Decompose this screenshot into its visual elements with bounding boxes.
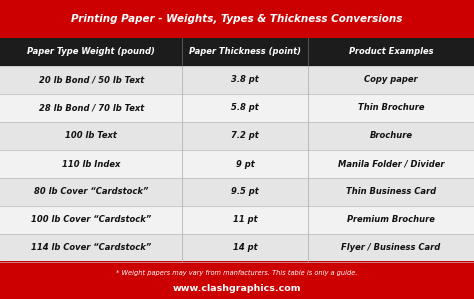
Bar: [0, 206, 474, 234]
Text: Premium Brochure: Premium Brochure: [347, 216, 435, 225]
Bar: [0, 150, 474, 178]
Text: 28 lb Bond / 70 lb Text: 28 lb Bond / 70 lb Text: [38, 103, 144, 112]
Text: Brochure: Brochure: [370, 132, 412, 141]
Text: 80 lb Cover “Cardstock”: 80 lb Cover “Cardstock”: [34, 187, 148, 196]
Text: www.clashgraphics.com: www.clashgraphics.com: [173, 284, 301, 293]
Bar: [0, 178, 474, 206]
Text: * Weight papers may vary from manfacturers. This table is only a guide.: * Weight papers may vary from manfacture…: [116, 270, 358, 276]
Text: 14 pt: 14 pt: [233, 243, 257, 252]
Text: Paper Thickness (point): Paper Thickness (point): [189, 48, 301, 57]
Text: 100 lb Cover “Cardstock”: 100 lb Cover “Cardstock”: [31, 216, 151, 225]
Text: 110 lb Index: 110 lb Index: [62, 159, 120, 169]
Text: Paper Type Weight (pound): Paper Type Weight (pound): [27, 48, 155, 57]
Text: 114 lb Cover “Cardstock”: 114 lb Cover “Cardstock”: [31, 243, 151, 252]
Text: 20 lb Bond / 50 lb Text: 20 lb Bond / 50 lb Text: [38, 76, 144, 85]
Text: 7.2 pt: 7.2 pt: [231, 132, 259, 141]
Bar: [0, 38, 474, 66]
Text: Thin Business Card: Thin Business Card: [346, 187, 436, 196]
Bar: [0, 261, 474, 299]
Text: Manila Folder / Divider: Manila Folder / Divider: [338, 159, 444, 169]
Text: Printing Paper - Weights, Types & Thickness Conversions: Printing Paper - Weights, Types & Thickn…: [71, 14, 403, 24]
Text: 9 pt: 9 pt: [236, 159, 255, 169]
Bar: [0, 234, 474, 262]
Text: 100 lb Text: 100 lb Text: [65, 132, 117, 141]
Text: 9.5 pt: 9.5 pt: [231, 187, 259, 196]
Bar: [0, 0, 474, 38]
Bar: [0, 122, 474, 150]
Text: Thin Brochure: Thin Brochure: [358, 103, 424, 112]
Bar: [0, 94, 474, 122]
Text: Flyer / Business Card: Flyer / Business Card: [341, 243, 441, 252]
Bar: [0, 66, 474, 94]
Text: 11 pt: 11 pt: [233, 216, 257, 225]
Text: 5.8 pt: 5.8 pt: [231, 103, 259, 112]
Text: Copy paper: Copy paper: [364, 76, 418, 85]
Text: Product Examples: Product Examples: [349, 48, 433, 57]
Text: 3.8 pt: 3.8 pt: [231, 76, 259, 85]
